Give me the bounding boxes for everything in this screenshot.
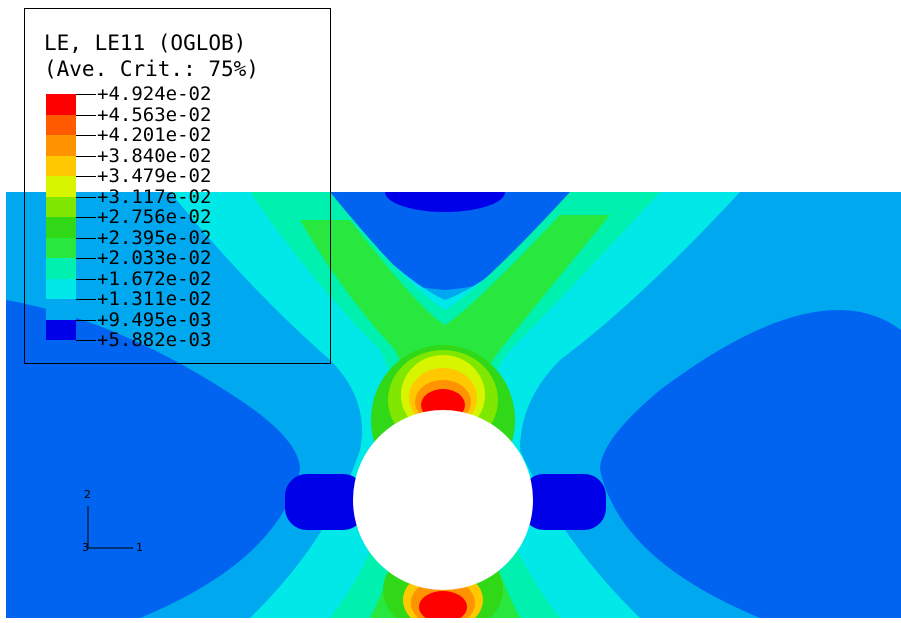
legend-level-label: +2.033e-02: [97, 247, 212, 269]
legend-level-label: +2.395e-02: [97, 226, 212, 249]
legend-level-label: +4.924e-02: [97, 83, 212, 105]
legend-swatch: [46, 135, 76, 156]
legend-level-label: +5.882e-03: [97, 329, 212, 351]
legend-tick: [76, 340, 96, 341]
legend-level-label: +3.840e-02: [97, 144, 212, 167]
triad-axis-3-label: 3: [82, 541, 89, 554]
legend-swatch: [46, 258, 76, 279]
legend-swatch: [46, 217, 76, 238]
legend-subtitle: (Ave. Crit.: 75%): [44, 57, 259, 81]
contour-band-top-pocket: [385, 192, 505, 212]
legend-tick: [76, 237, 96, 239]
legend-tick: [76, 176, 96, 177]
legend-box: [24, 8, 331, 364]
legend-tick: [76, 196, 96, 198]
legend-swatch: [46, 114, 76, 135]
legend-swatch: [46, 237, 76, 258]
legend-level-label: +3.479e-02: [97, 165, 212, 187]
contour-band-left-pocket: [285, 474, 365, 530]
legend-tick: [76, 278, 96, 280]
legend-tick: [76, 135, 96, 136]
hole: [353, 410, 533, 590]
legend-level-label: +3.117e-02: [97, 185, 212, 208]
legend-level-label: +4.563e-02: [97, 103, 212, 126]
legend-swatch: [46, 278, 76, 299]
legend-swatch: [46, 196, 76, 217]
contour-band-hot-bottom: [419, 591, 467, 618]
legend-swatch: [46, 299, 76, 320]
legend-level-label: +1.311e-02: [97, 288, 212, 310]
legend-swatch: [46, 94, 76, 115]
triad-axis-2-label: 2: [84, 488, 91, 501]
contour-band-right-pocket: [522, 474, 606, 530]
legend-tick: [76, 299, 96, 300]
legend-level-label: +1.672e-02: [97, 267, 212, 290]
legend-tick: [76, 258, 96, 259]
legend-tick: [76, 155, 96, 157]
legend-swatch: [46, 319, 76, 340]
legend-level-label: +9.495e-03: [97, 308, 212, 331]
legend-tick: [76, 94, 96, 95]
legend-swatch: [46, 176, 76, 197]
legend-level-label: +4.201e-02: [97, 124, 212, 146]
legend-tick: [76, 217, 96, 218]
legend-tick: [76, 114, 96, 116]
legend-level-label: +2.756e-02: [97, 206, 212, 228]
legend-tick: [76, 319, 96, 321]
coordinate-triad: [87, 506, 133, 549]
legend-swatch: [46, 155, 76, 176]
plate-contour: [6, 192, 901, 618]
triad-axis-1-label: 1: [136, 541, 143, 554]
legend-title: LE, LE11 (OGLOB): [44, 31, 247, 55]
